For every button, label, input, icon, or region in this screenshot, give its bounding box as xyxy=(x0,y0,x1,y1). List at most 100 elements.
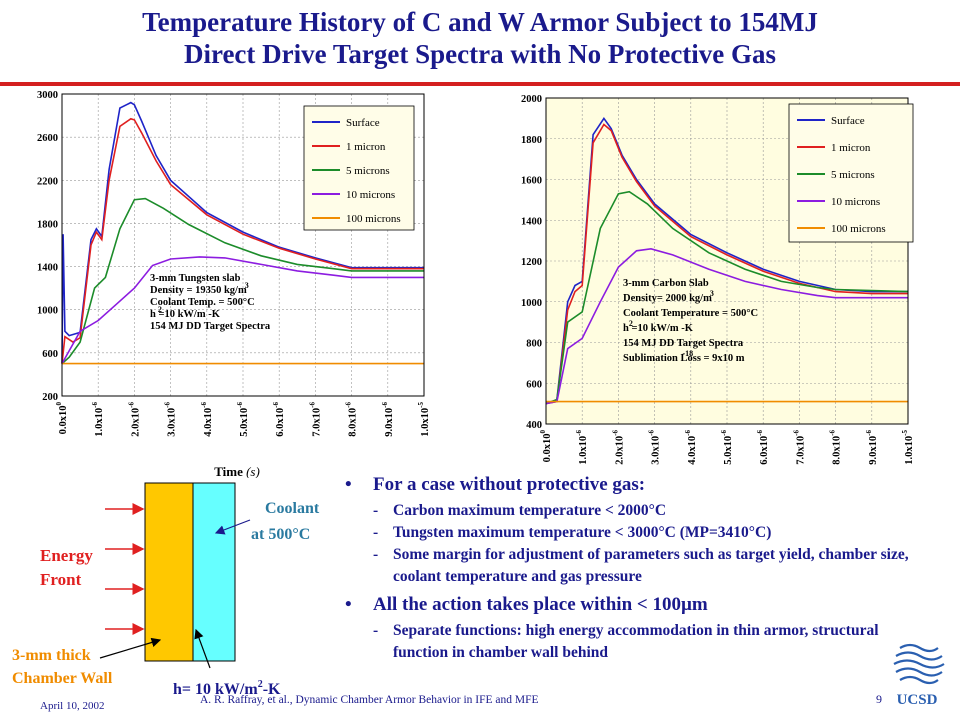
sub-bullet: - Carbon maximum temperature < 2000°C xyxy=(373,500,945,522)
x-tick-label: 3.0x10-6 xyxy=(164,402,178,437)
y-tick-label: 400 xyxy=(526,420,542,431)
chart-annotation-line: 154 MJ DD Target Spectra xyxy=(150,321,271,332)
annotation-superscript: 2 xyxy=(158,305,162,314)
x-tick-label: 1.0x10-6 xyxy=(575,430,589,465)
chart-annotation-line: h =10 kW/m -K2 xyxy=(623,319,694,334)
y-tick-label: 600 xyxy=(526,379,542,390)
title-divider xyxy=(0,82,960,86)
y-tick-label: 200 xyxy=(42,392,58,403)
annotation-superscript: 2 xyxy=(629,319,633,328)
y-tick-label: 1000 xyxy=(37,306,58,317)
title-line-1: Temperature History of C and W Armor Sub… xyxy=(142,7,818,37)
bullet-1-text: For a case without protective gas: xyxy=(373,474,646,495)
coolant-label-line-2: at 500°C xyxy=(251,526,310,543)
x-tick-exponent: -6 xyxy=(611,430,619,436)
x-tick-exponent: -6 xyxy=(164,402,172,408)
chart-annotation-line: 3-mm Tungsten slab xyxy=(150,273,241,284)
bullet-2-text: All the action takes place within < 100µ… xyxy=(373,594,708,615)
x-tick-exponent: -6 xyxy=(127,402,135,408)
wall-pointer xyxy=(99,637,162,659)
legend-entry: 100 microns xyxy=(831,223,886,235)
tungsten-temperature-chart: 200 600 1000 1400 1800 2200 2600 3000 0.0x100 1.0… xyxy=(37,90,431,478)
legend-entry: 10 microns xyxy=(346,189,395,201)
y-tick-label: 1400 xyxy=(37,263,58,274)
x-tick-exponent: -5 xyxy=(417,402,425,408)
series-line-five_microns xyxy=(61,197,424,365)
x-tick-exponent: -6 xyxy=(720,430,728,436)
footer-citation: A. R. Raffray, et al., Dynamic Chamber A… xyxy=(200,694,539,706)
wall-label-line-1: 3-mm thick xyxy=(12,647,91,664)
sub-bullet-mark: - xyxy=(373,546,379,563)
sub-bullet-text: Separate functions: high energy accommod… xyxy=(393,622,879,661)
logo-text: UCSD xyxy=(897,692,938,708)
sub-bullet: - Separate functions: high energy accommo… xyxy=(373,620,928,664)
x-tick-exponent: -6 xyxy=(200,402,208,408)
x-tick-exponent: -6 xyxy=(684,430,692,436)
energy-label-line-2: Front xyxy=(40,570,82,589)
plot-border xyxy=(61,93,425,397)
y-tick-label: 1800 xyxy=(521,135,542,146)
x-tick-exponent: -6 xyxy=(236,402,244,408)
chart-annotation-line: Density = 19350 kg/m3 xyxy=(150,281,249,296)
x-tick-label: 9.0x10-6 xyxy=(381,402,395,437)
series-line-ten_microns xyxy=(545,247,908,405)
x-tick-exponent: -6 xyxy=(792,430,800,436)
y-tick-label: 1200 xyxy=(521,257,542,268)
x-tick-exponent: -6 xyxy=(272,402,280,408)
x-tick-label: 1.0x10-5 xyxy=(901,430,915,465)
legend-entry: 5 microns xyxy=(831,169,875,181)
x-tick-label: 7.0x10-6 xyxy=(792,430,806,465)
sub-bullet: - Some margin for adjustment of parameter… xyxy=(373,544,945,588)
armor-slab xyxy=(144,482,194,662)
page-number: 9 xyxy=(876,692,882,706)
chart-annotation-line: 154 MJ DD Target Spectra xyxy=(623,338,744,349)
legend-entry: 100 microns xyxy=(346,213,401,225)
x-tick-exponent: -5 xyxy=(901,430,909,436)
x-tick-label: 9.0x10-6 xyxy=(865,430,879,465)
chart-annotation-line: Density= 2000 kg/m3 xyxy=(623,289,714,304)
y-tick-label: 600 xyxy=(42,349,58,360)
y-tick-label: 2200 xyxy=(37,176,58,187)
x-tick-label: 5.0x10-6 xyxy=(236,402,250,437)
y-tick-label: 1600 xyxy=(521,176,542,187)
x-tick-exponent: -6 xyxy=(308,402,316,408)
legend-entry: 10 microns xyxy=(831,196,880,208)
x-tick-label: 4.0x10-6 xyxy=(684,430,698,465)
sub-bullet-text: Tungsten maximum temperature < 3000°C (M… xyxy=(393,524,772,541)
legend-entry: 1 micron xyxy=(831,142,871,154)
annotation-superscript: 3 xyxy=(245,281,249,290)
x-tick-label: 3.0x10-6 xyxy=(648,430,662,465)
footer-date: April 10, 2002 xyxy=(40,700,105,712)
x-tick-label: 7.0x10-6 xyxy=(308,402,322,437)
bullet-list: • For a case without protective gas: - Ca… xyxy=(345,474,945,664)
annotation-superscript: -18 xyxy=(683,349,694,358)
x-tick-exponent: -6 xyxy=(381,402,389,408)
x-tick-label: 2.0x10-6 xyxy=(127,402,141,437)
series-line-five_microns xyxy=(545,190,909,405)
x-tick-exponent: 0 xyxy=(539,430,547,434)
coolant-label-line-1: Coolant xyxy=(265,500,320,517)
x-tick-label: 4.0x10-6 xyxy=(200,402,214,437)
ucsd-logo: UCSD xyxy=(893,643,945,708)
annotation-superscript: 3 xyxy=(710,289,714,298)
y-tick-label: 2000 xyxy=(521,94,542,105)
coolant-pointer xyxy=(214,519,251,535)
y-tick-label: 2600 xyxy=(37,133,58,144)
x-tick-label: 5.0x10-6 xyxy=(720,430,734,465)
legend-entry: 1 micron xyxy=(346,141,386,153)
legend-entry: Surface xyxy=(831,115,865,127)
y-tick-label: 800 xyxy=(526,339,542,350)
x-tick-label: 6.0x10-6 xyxy=(272,402,286,437)
sub-bullet-text: Carbon maximum temperature < 2000°C xyxy=(393,502,667,519)
y-tick-label: 1800 xyxy=(37,219,58,230)
sub-bullet-text: Some margin for adjustment of parameters… xyxy=(393,546,909,585)
x-axis-label: Time (s) xyxy=(214,464,260,478)
legend-entry: Surface xyxy=(346,117,380,129)
carbon-temperature-chart: 400 600 800 1000 1200 1400 1600 1800 2000 0.0x100… xyxy=(521,94,915,465)
x-tick-exponent: -6 xyxy=(829,430,837,436)
series-line-one_micron xyxy=(61,117,424,364)
x-tick-label: 0.0x100 xyxy=(55,402,69,435)
slide-title: Temperature History of C and W Armor Sub… xyxy=(0,6,960,70)
sub-bullet-mark: - xyxy=(373,622,379,639)
y-tick-label: 1400 xyxy=(521,216,542,227)
